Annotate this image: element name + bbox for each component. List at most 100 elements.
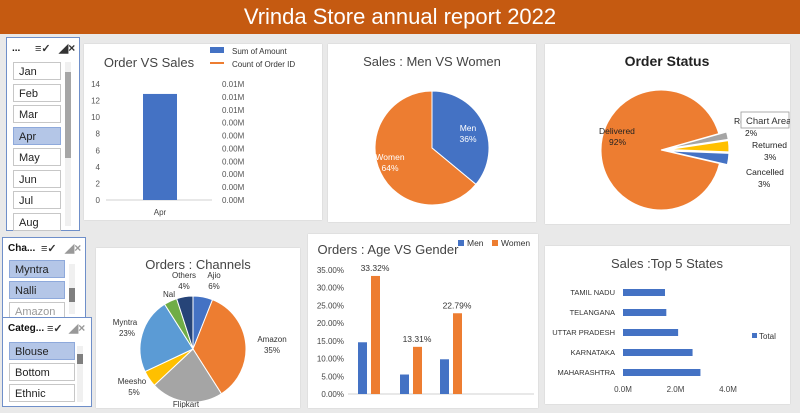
legend-swatch-count (210, 62, 224, 64)
slicer-item-ethnic[interactable]: Ethnic (9, 384, 75, 402)
multi-select-icon[interactable]: ≡✓ (41, 243, 57, 255)
status-label: Returned (752, 140, 787, 150)
channel-slicer-scrollbar[interactable] (69, 264, 75, 314)
y2-tick-label: 0.01M (222, 80, 245, 89)
age-vs-gender-card[interactable]: Orders : Age VS Gender Men Women 0.00% 5.… (308, 234, 538, 408)
slicer-item-apr[interactable]: Apr (13, 126, 61, 145)
scroll-thumb[interactable] (69, 288, 75, 302)
top-states-card[interactable]: Sales :Top 5 States Total TAMIL NADU TELA… (545, 246, 790, 404)
legend-total: Total (759, 332, 776, 341)
pct-women: 64% (381, 163, 398, 173)
legend-swatch-total (752, 333, 757, 338)
report-title: Vrinda Store annual report 2022 (243, 4, 557, 29)
status-label: 3% (758, 179, 771, 189)
legend-women: Women (501, 238, 530, 248)
channel-pct: 6% (208, 282, 220, 291)
channel-pct: 5% (128, 388, 140, 397)
multi-select-icon[interactable]: ≡✓ (35, 43, 51, 55)
y2-tick-label: 0.00M (222, 183, 245, 192)
clear-filter-icon[interactable]: ◢× (65, 241, 82, 255)
clear-filter-icon[interactable]: ◢× (69, 321, 86, 335)
y-tick-label: 0 (96, 196, 101, 205)
slicer-item-blouse[interactable]: Blouse (9, 342, 75, 360)
y-tick-label: 14 (91, 80, 100, 89)
y-tick-label: 6 (96, 146, 101, 155)
orders-channels-card[interactable]: Orders : Channels Ajio 6% Amazon 35% Flipkar… (96, 248, 300, 409)
order-status-card[interactable]: Order Status Delivered 92% Re 2% Returned 3% C… (545, 44, 792, 224)
slicer-item-may[interactable]: May (13, 148, 61, 166)
slicer-item-feb[interactable]: Feb (13, 83, 61, 102)
y2-tick-label: 0.00M (222, 132, 245, 141)
y-tick-label: 20.00% (317, 319, 344, 328)
y2-tick-label: 0.00M (222, 196, 245, 205)
x-tick-label: Apr (154, 208, 167, 217)
channel-slicer-title: Cha... (8, 243, 36, 254)
chart-area-tooltip (740, 111, 790, 129)
category-slicer-title: Categ... (8, 323, 45, 334)
status-label: Delivered (599, 126, 635, 136)
y2-tick-label: 0.01M (222, 106, 245, 115)
order-vs-sales-chart: Order VS Sales Sum of Amount Count of Or… (91, 47, 295, 217)
state-label: UTTAR PRADESH (552, 328, 615, 337)
data-label: 13.31% (403, 334, 432, 344)
legend-swatch-women (492, 240, 498, 246)
slicer-item-jun[interactable]: Jun (13, 169, 61, 188)
category-slicer-scrollbar[interactable] (77, 346, 83, 402)
y-tick-label: 10 (91, 113, 100, 122)
pie-slice-delivered (600, 89, 721, 211)
bar-apr (143, 93, 177, 200)
report-title-banner: Vrinda Store annual report 2022 (0, 0, 800, 34)
bar-men (400, 374, 409, 394)
y-tick-label: 12 (91, 97, 100, 106)
y2-tick-label: 0.00M (222, 157, 245, 166)
channel-label: Nal (163, 290, 175, 299)
bar-tamil-nadu (623, 289, 665, 296)
state-label: TAMIL NADU (570, 288, 615, 297)
bar-uttar-pradesh (623, 329, 679, 336)
bar-maharashtra (623, 369, 701, 376)
channel-label: Ajio (207, 271, 221, 280)
scroll-thumb[interactable] (77, 354, 83, 364)
y2-tick-label: 0.00M (222, 170, 245, 179)
month-slicer-header: ... ≡✓ ◢× (7, 38, 79, 60)
channel-slicer[interactable]: Cha... ≡✓ ◢× Myntra Nalli Amazon (2, 237, 86, 320)
category-slicer[interactable]: Categ... ≡✓ ◢× Blouse Bottom Ethnic (2, 317, 92, 407)
slicer-item-bottom[interactable]: Bottom (9, 363, 75, 381)
month-slicer-scrollbar[interactable] (65, 62, 71, 226)
label-men: Men (460, 123, 477, 133)
order-vs-sales-card[interactable]: Order VS Sales Sum of Amount Count of Or… (84, 44, 322, 220)
month-slicer-title: ... (12, 43, 21, 54)
state-label: KARNATAKA (571, 348, 615, 357)
slicer-item-jan[interactable]: Jan (13, 62, 61, 80)
status-label: Re (734, 116, 745, 126)
status-label: 3% (764, 152, 777, 162)
slicer-item-aug[interactable]: Aug (13, 212, 61, 231)
chart-title: Sales : Men VS Women (363, 54, 501, 69)
channel-pct: 23% (119, 329, 135, 338)
chart-title: Orders : Channels (145, 257, 251, 272)
bar-women (413, 346, 422, 394)
y-tick-label: 0.00% (321, 390, 344, 399)
slicer-item-mar[interactable]: Mar (13, 105, 61, 123)
chart-title: Order VS Sales (104, 55, 195, 70)
bar-women (371, 275, 380, 394)
slicer-item-myntra[interactable]: Myntra (9, 260, 65, 278)
pie-slice-cancelled (668, 150, 730, 166)
y-tick-label: 35.00% (317, 266, 344, 275)
pie-slice-returned (668, 140, 730, 153)
sales-men-vs-women-card[interactable]: Sales : Men VS Women Men 36% Women 64% (328, 44, 536, 222)
bar-karnataka (623, 349, 693, 356)
scroll-thumb[interactable] (65, 72, 71, 158)
pie-slice-men (431, 90, 490, 186)
month-slicer[interactable]: ... ≡✓ ◢× Jan Feb Mar Apr May Jun Jul Aug (6, 37, 80, 231)
pct-men: 36% (459, 134, 476, 144)
y-tick-label: 2 (96, 179, 101, 188)
slicer-item-jul[interactable]: Jul (13, 191, 61, 209)
slicer-item-nalli[interactable]: Nalli (9, 281, 65, 299)
multi-select-icon[interactable]: ≡✓ (47, 323, 63, 335)
clear-filter-icon[interactable]: ◢× (59, 41, 76, 55)
data-label: 33.32% (361, 263, 390, 273)
y-tick-label: 30.00% (317, 284, 344, 293)
bar-telangana (623, 309, 667, 316)
